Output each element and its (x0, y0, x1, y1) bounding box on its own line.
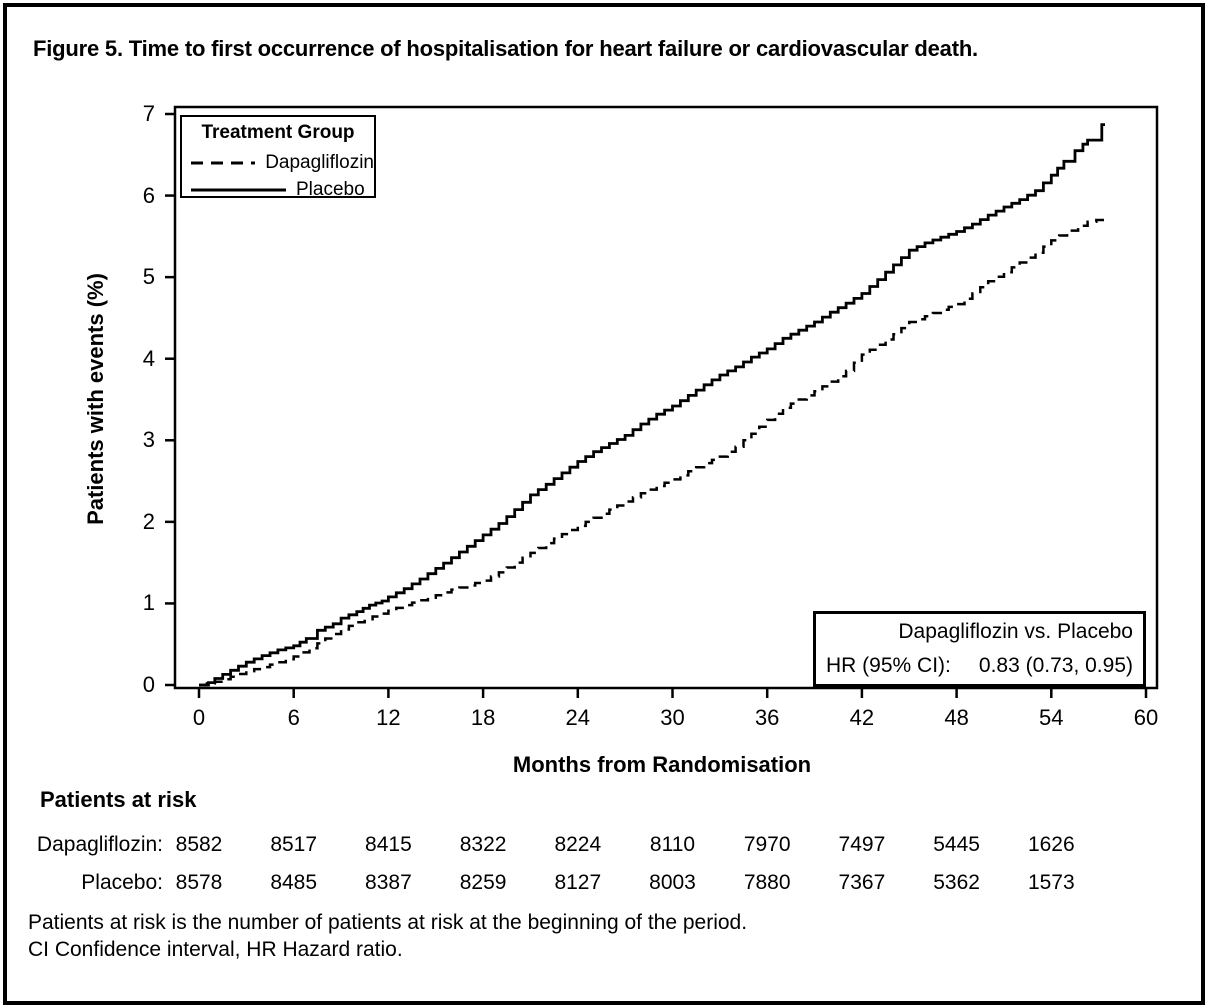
risk-count: 7367 (838, 871, 886, 894)
legend-box: Treatment Group Dapagliflozin Placebo (180, 115, 376, 200)
y-tick-label: 0 (142, 672, 155, 697)
y-tick-label: 6 (142, 182, 155, 208)
figure-border (3, 3, 1205, 1005)
risk-count: 1573 (1027, 871, 1075, 894)
x-tick-label: 24 (565, 705, 591, 730)
x-tick-label: 30 (660, 705, 685, 730)
legend-title: Treatment Group (201, 122, 355, 143)
x-tick-label: 48 (944, 705, 969, 730)
risk-count: 8259 (459, 871, 507, 894)
footnote-patients-at-risk: Patients at risk is the number of patien… (28, 911, 748, 934)
risk-count: 7970 (743, 833, 791, 856)
patients-at-risk-title: Patients at risk (40, 787, 197, 812)
y-axis-title: Patients with events (%) (83, 273, 108, 525)
x-tick-label: 54 (1039, 705, 1064, 730)
risk-count: 8127 (554, 871, 602, 894)
risk-row-label: Placebo: (81, 871, 163, 894)
y-tick-label: 2 (142, 508, 155, 534)
risk-count: 8387 (365, 871, 412, 894)
risk-count: 7497 (838, 833, 886, 856)
x-tick-label: 42 (849, 705, 875, 730)
risk-count: 8582 (175, 833, 223, 856)
dashed-line-sample (191, 161, 256, 164)
y-tick-label: 3 (142, 427, 155, 453)
hr-label: HR (95% CI): (826, 654, 951, 677)
y-tick-label: 4 (142, 345, 155, 371)
y-tick-label: 5 (142, 264, 155, 290)
x-tick-label: 12 (376, 705, 401, 730)
risk-count: 7880 (743, 871, 791, 894)
risk-row-label: Dapagliflozin: (36, 833, 163, 856)
footnote-abbreviations: CI Confidence interval, HR Hazard ratio. (28, 938, 403, 961)
x-tick-label: 36 (754, 705, 780, 730)
y-tick-label: 1 (142, 590, 155, 616)
plot-frame (173, 105, 1159, 690)
legend-label: Dapagliflozin (265, 151, 374, 173)
risk-row-placebo: Placebo: 8578 8485 8387 8259 8127 8003 7880 7367… (0, 871, 1208, 897)
curve-dapagliflozin (199, 218, 1107, 687)
risk-count: 8517 (270, 833, 318, 856)
hazard-ratio-annotation-box: Dapagliflozin vs. Placebo HR (95% CI): 0… (813, 611, 1146, 687)
hr-value: 0.83 (0.73, 0.95) (978, 654, 1133, 677)
legend-entry-dapagliflozin: Dapagliflozin (182, 149, 374, 176)
legend-entries: Dapagliflozin Placebo (182, 149, 374, 203)
risk-count: 8415 (365, 833, 412, 856)
risk-count: 1626 (1027, 833, 1075, 856)
x-axis-title: Months from Randomisation (512, 752, 812, 777)
x-tick-label: 18 (470, 705, 496, 730)
legend-label: Placebo (296, 178, 365, 200)
y-tick-label: 7 (142, 101, 155, 126)
figure-title: Figure 5. Time to first occurrence of ho… (33, 36, 978, 61)
hr-value-line: HR (95% CI): 0.83 (0.73, 0.95) (826, 654, 1133, 678)
risk-count: 8003 (649, 871, 696, 894)
risk-count: 8224 (554, 833, 602, 856)
x-tick-label: 6 (287, 705, 300, 730)
risk-count: 8578 (175, 871, 223, 894)
risk-count: 8485 (270, 871, 318, 894)
hr-comparison-text: Dapagliflozin vs. Placebo (898, 620, 1133, 643)
x-tick-label: 0 (192, 705, 206, 730)
risk-count: 5445 (933, 833, 980, 856)
risk-row-dapagliflozin: Dapagliflozin: 8582 8517 8415 8322 8224 8110 79… (0, 833, 1208, 859)
solid-line-sample (191, 188, 286, 191)
x-tick-label: 60 (1133, 705, 1159, 730)
legend-entry-placebo: Placebo (182, 176, 374, 203)
risk-count: 8322 (459, 833, 507, 856)
curve-placebo (199, 123, 1105, 687)
risk-count: 8110 (649, 833, 696, 856)
risk-count: 5362 (933, 871, 980, 894)
